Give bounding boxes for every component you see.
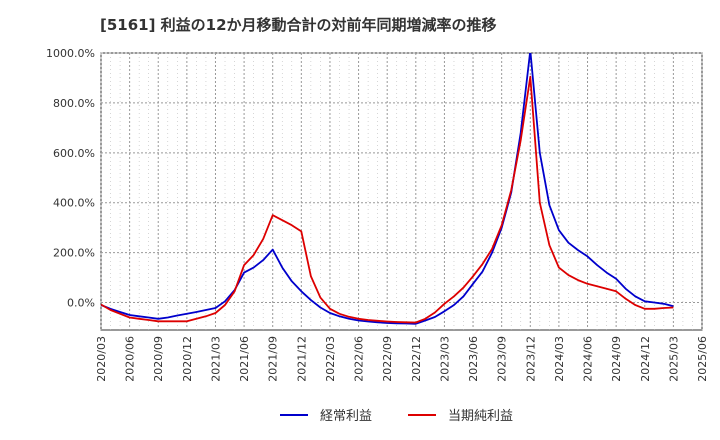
series-line-2 [101,75,674,324]
y-tick-label: 200.0% [53,247,95,260]
x-tick-label: 2020/03 [95,336,108,382]
x-tick-label: 2023/06 [467,336,480,382]
x-tick-label: 2023/03 [438,336,451,382]
x-tick-label: 2024/06 [582,336,595,382]
series-line-1 [101,53,674,325]
x-tick-label: 2024/03 [553,336,566,382]
legend: 経常利益 当期純利益 [280,409,513,424]
x-tick-label: 2025/06 [696,336,709,382]
legend-label-2: 当期純利益 [448,409,513,424]
y-axis-ticks: 0.0% 200.0% 400.0% 600.0% 800.0% 1000.0% [46,47,95,310]
x-tick-label: 2021/03 [209,336,222,382]
x-tick-label: 2021/12 [295,336,308,382]
x-tick-label: 2025/03 [667,336,680,382]
x-tick-label: 2021/06 [238,336,251,382]
y-tick-label: 800.0% [53,97,95,110]
x-tick-label: 2024/09 [610,336,623,382]
plot-background [100,52,703,331]
x-tick-label: 2023/09 [496,336,509,382]
series-lines [101,53,674,325]
x-tick-label: 2020/09 [152,336,165,382]
x-tick-label: 2022/03 [324,336,337,382]
grid-lines [100,52,703,330]
x-tick-label: 2023/12 [524,336,537,382]
x-tick-label: 2020/12 [181,336,194,382]
y-tick-label: 400.0% [53,197,95,210]
legend-label-1: 経常利益 [320,409,372,424]
x-tick-label: 2022/06 [353,336,366,382]
x-tick-label: 2024/12 [639,336,652,382]
y-tick-label: 600.0% [53,147,95,160]
x-tick-label: 2022/09 [381,336,394,382]
x-tick-label: 2020/06 [124,336,137,382]
y-tick-label: 0.0% [67,297,95,310]
x-axis-ticks: 2020/03 2020/06 2020/09 2020/12 2021/03 2021/… [95,336,709,382]
chart-title: [5161] 利益の12か月移動合計の対前年同期増減率の推移 [100,16,497,34]
y-tick-label: 1000.0% [46,47,95,60]
x-tick-label: 2022/12 [410,336,423,382]
x-tick-label: 2021/09 [267,336,280,382]
